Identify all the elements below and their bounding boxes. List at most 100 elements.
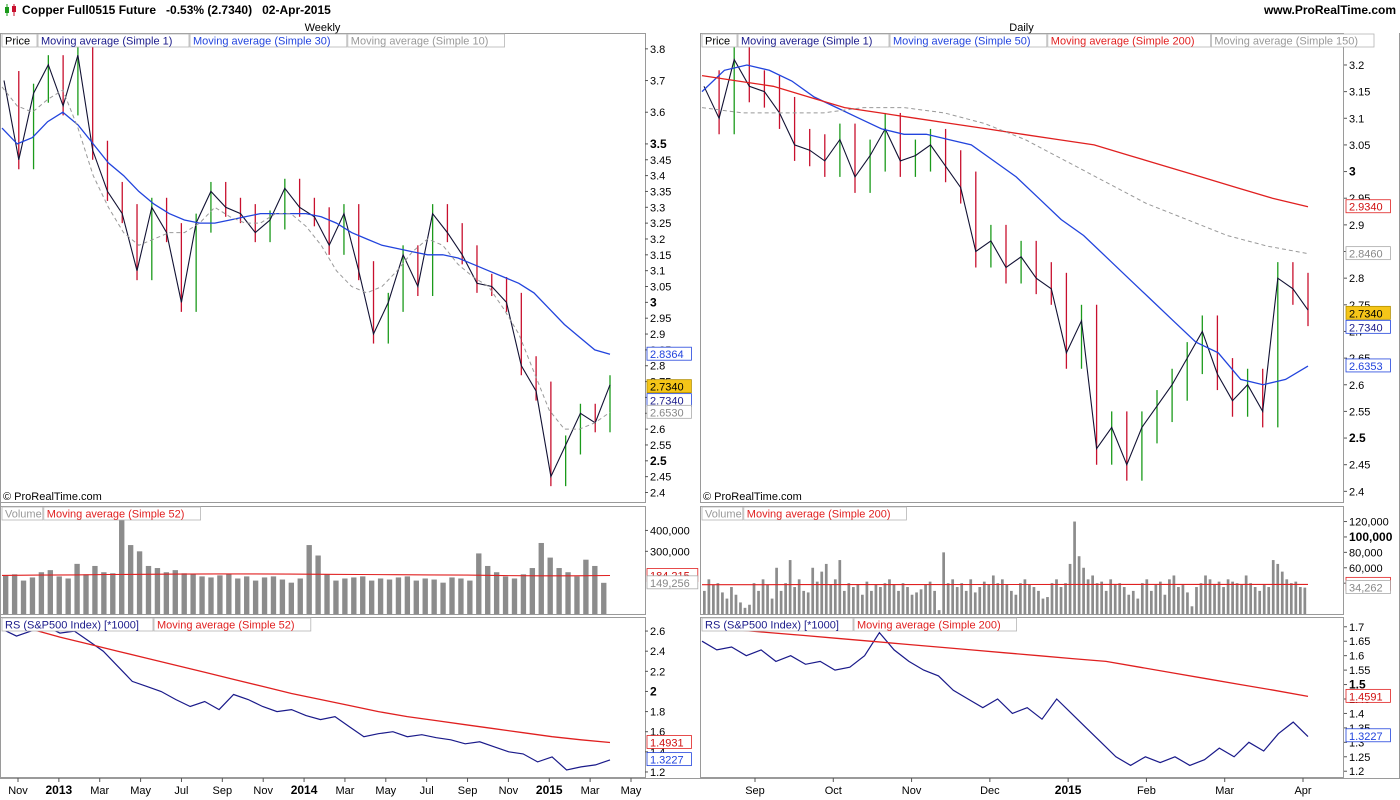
- daily-volume-bar: [707, 579, 711, 614]
- weekly-volume-bar: [449, 577, 455, 614]
- daily-volume-bar: [703, 590, 706, 614]
- daily-volume-bar: [978, 587, 982, 614]
- weekly-x-tick-7: 2014: [291, 783, 318, 797]
- daily-volume-bar: [919, 589, 923, 614]
- daily-volume-bar: [1000, 579, 1004, 614]
- daily-volume-bar: [1208, 579, 1212, 614]
- weekly-price-tick-label-3: 2.55: [650, 440, 671, 452]
- weekly-x-tick-9: May: [375, 785, 396, 797]
- daily-rs-legend-item-1: Moving average (Simple 200): [857, 620, 1001, 632]
- daily-volume-bar: [883, 583, 887, 614]
- weekly-x-tick-11: Sep: [458, 785, 478, 797]
- weekly-volume-bar: [181, 573, 187, 614]
- daily-volume-bar: [761, 579, 765, 614]
- daily-volume-bar: [1149, 590, 1153, 614]
- weekly-volume-legend-item-0: Volume: [5, 509, 42, 521]
- weekly-price-price-tag-3: 2.6530: [650, 407, 684, 419]
- weekly-volume-bar: [431, 579, 437, 614]
- weekly-volume-bars: [3, 520, 607, 614]
- daily-volume-bar: [1145, 579, 1149, 614]
- daily-volume-bar: [1154, 584, 1158, 614]
- weekly-price-legend-item-2: Moving average (Simple 30): [193, 36, 331, 48]
- daily-volume-bar: [770, 598, 774, 614]
- daily-volume-bar: [1050, 583, 1054, 614]
- daily-volume-tick-label-3: 100,000: [1349, 530, 1393, 544]
- daily-rs-price-tag-0: 1.4591: [1349, 691, 1383, 703]
- daily-volume-tick-label-4: 120,000: [1349, 517, 1389, 529]
- daily-volume-bar: [739, 602, 742, 614]
- weekly-volume-bar: [493, 572, 500, 614]
- weekly-volume-bar: [279, 579, 286, 614]
- daily-price-legend-item-3: Moving average (Simple 200): [1051, 36, 1195, 48]
- daily-rs-legend-item-0: RS (S&P500 Index) [*1000]: [705, 620, 839, 632]
- weekly-price-tick-label-13: 3.05: [650, 282, 671, 294]
- daily-volume-bar: [1064, 583, 1067, 614]
- weekly-volume-bar: [110, 573, 116, 614]
- daily-price-price-tag-2: 2.7340: [1349, 308, 1383, 320]
- daily-price-tick-label-13: 3.05: [1349, 140, 1370, 152]
- weekly-volume-tick-label-1: 400,000: [650, 525, 690, 537]
- weekly-rs-tick-label-5: 2.2: [650, 666, 665, 678]
- weekly-x-tick-6: Nov: [253, 785, 273, 797]
- weekly-volume-bar: [592, 565, 598, 614]
- weekly-price-tick-label-8: 2.8: [650, 361, 665, 373]
- daily-volume-bar: [861, 594, 864, 614]
- weekly-volume-bar: [11, 574, 18, 614]
- weekly-volume-bar: [413, 580, 419, 614]
- weekly-volume-bar: [83, 574, 89, 614]
- daily-price-legend: Price Moving average (Simple 1) Moving ave…: [701, 33, 1375, 48]
- weekly-volume-bar: [38, 572, 45, 614]
- daily-price-price-tag-box-0: [1345, 199, 1391, 214]
- daily-volume-bar: [847, 583, 851, 614]
- daily-price-price-tag-box-1: [1345, 246, 1391, 261]
- weekly-price-price-tag-1: 2.7340: [650, 382, 684, 394]
- daily-price-price-tag-1: 2.8460: [1349, 249, 1383, 261]
- daily-volume-bar: [775, 567, 778, 614]
- weekly-volume-bar: [368, 580, 375, 614]
- weekly-volume-bar: [565, 572, 571, 614]
- weekly-price-price-tag-2: 2.7340: [650, 396, 684, 408]
- daily-volume-bar: [1267, 587, 1271, 614]
- daily-volume-bars: [703, 521, 1307, 614]
- weekly-volume-bar: [244, 576, 250, 614]
- daily-volume-bar: [793, 587, 797, 614]
- daily-volume-bar: [951, 579, 955, 614]
- daily-price-price-tag-box-3: [1345, 319, 1391, 334]
- weekly-volume-tick-label-0: 300,000: [650, 546, 690, 558]
- weekly-volume-bar: [538, 542, 544, 614]
- daily-rs-price-tag-box-0: [1345, 688, 1391, 703]
- weekly-price-watermark: © ProRealTime.com: [3, 491, 102, 503]
- daily-rs-price-tag-box-1: [1345, 728, 1391, 743]
- daily-volume-bar: [1217, 581, 1221, 614]
- weekly-price-tick-label-22: 3.5: [650, 137, 667, 151]
- weekly-volume-bar: [386, 579, 393, 614]
- site-link[interactable]: www.ProRealTime.com: [1263, 3, 1396, 17]
- daily-volume-bar: [879, 587, 882, 614]
- weekly-price-tick-label-14: 3.1: [650, 266, 665, 278]
- daily-volume-bar: [1091, 575, 1094, 614]
- daily-volume-bar: [906, 587, 909, 614]
- daily-volume-bar: [1253, 587, 1257, 614]
- weekly-volume-price-tag-1: 149,256: [650, 578, 690, 590]
- daily-volume-bar: [1095, 583, 1099, 614]
- daily-volume-bar: [874, 584, 878, 614]
- daily-volume-bar: [716, 583, 720, 614]
- weekly-volume-bar: [74, 563, 80, 614]
- daily-volume-bar: [1109, 579, 1113, 614]
- daily-volume-bar: [1122, 587, 1126, 614]
- daily-rs-legend: RS (S&P500 Index) [*1000] Moving average …: [701, 617, 1018, 632]
- weekly-rs-series-0: [1, 625, 611, 771]
- weekly-volume-bar: [136, 551, 143, 614]
- daily-rs-legend-box-1: [853, 617, 1018, 632]
- weekly-volume-bar: [226, 574, 232, 614]
- weekly-rs-legend: RS (S&P500 Index) [*1000] Moving average …: [1, 617, 312, 632]
- weekly-volume-bar: [502, 576, 509, 614]
- daily-price-legend-box-0: [701, 33, 738, 48]
- daily-volume-bar: [721, 592, 724, 614]
- daily-volume-bar: [851, 587, 855, 614]
- daily-volume-bar: [1086, 579, 1090, 614]
- weekly-volume-legend-box-1: [43, 506, 202, 521]
- daily-volume-bar: [757, 590, 760, 614]
- daily-price-frame: [700, 33, 1344, 503]
